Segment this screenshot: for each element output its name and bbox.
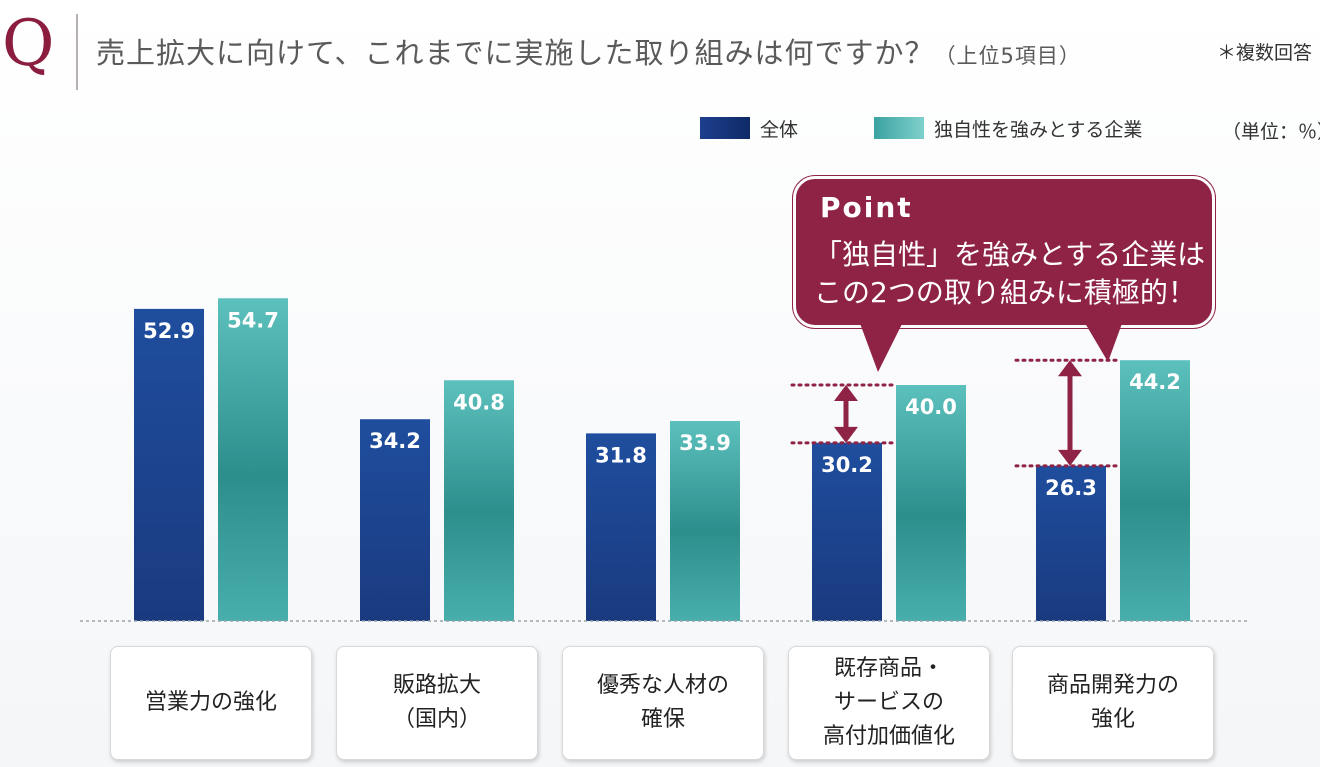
callout-title: Point	[820, 191, 913, 224]
bar-all-4	[1036, 465, 1106, 621]
value-label-unique-2: 33.9	[679, 431, 731, 455]
value-label-unique-0: 54.7	[227, 308, 279, 332]
category-box-4: 商品開発力の 強化	[1012, 646, 1214, 760]
category-label-1: 販路拡大 （国内）	[392, 673, 481, 732]
legend-item-all: 全体	[700, 115, 798, 141]
value-label-unique-1: 40.8	[453, 390, 505, 414]
category-label-2: 優秀な人材の 確保	[596, 673, 729, 732]
value-label-all-3: 30.2	[821, 453, 873, 477]
bar-unique-2	[670, 420, 740, 621]
question-subtitle: （上位5項目）	[934, 44, 1081, 68]
bar-all-2	[586, 433, 656, 621]
bar-unique-3	[896, 385, 966, 621]
diff-arrow-head-3-1	[834, 426, 858, 443]
header: Q 売上拡大に向けて、これまでに実施した取り組みは何ですか？（上位5項目） ＊複…	[0, 0, 1320, 100]
category-label-0: 営業力の強化	[144, 690, 277, 715]
value-label-unique-3: 40.0	[905, 395, 957, 419]
value-label-all-2: 31.8	[595, 443, 647, 467]
question-text: 売上拡大に向けて、これまでに実施した取り組みは何ですか？	[96, 36, 935, 70]
point-callout: Point 「独自性」を強みとする企業は この2つの取り組みに積極的！	[793, 176, 1215, 328]
callout-text-line2: この2つの取り組みに積極的！	[814, 276, 1196, 309]
category-box-3: 既存商品・ サービスの 高付加価値化	[788, 646, 990, 760]
diff-arrow-head-3-0	[834, 385, 858, 401]
divider	[76, 14, 78, 90]
legend-swatch-unique	[874, 117, 924, 139]
legend-swatch-all	[700, 117, 750, 139]
value-label-all-0: 52.9	[143, 319, 195, 343]
callout-text-line1: 「独自性」を強みとする企業は	[814, 238, 1206, 271]
bar-all-1	[360, 419, 430, 621]
bar-unique-0	[218, 298, 288, 621]
bars-layer: 52.9 54.7 34.2 40.8 31.8 33.9 30.2 40.0 26.3 44.2	[134, 298, 1190, 621]
category-label-4: 商品開発力の 強化	[1046, 673, 1179, 732]
category-label-3: 既存商品・ サービスの 高付加価値化	[822, 656, 955, 749]
q-mark: Q	[2, 7, 55, 81]
diff-arrow-head-4-1	[1058, 449, 1082, 466]
value-label-all-1: 34.2	[369, 429, 421, 453]
bar-all-3	[812, 442, 882, 621]
bar-unique-4	[1120, 360, 1190, 621]
category-box-1: 販路拡大 （国内）	[336, 646, 538, 760]
value-label-all-4: 26.3	[1045, 476, 1097, 500]
value-label-unique-4: 44.2	[1129, 370, 1181, 394]
category-box-0: 営業力の強化	[110, 646, 312, 760]
difference-markers	[790, 358, 1122, 468]
bar-all-0	[134, 308, 204, 621]
legend-item-unique: 独自性を強みとする企業	[874, 115, 1142, 141]
unit-label: （単位：％）	[1222, 121, 1320, 143]
legend-label-all: 全体	[760, 118, 799, 141]
diff-arrow-head-4-0	[1058, 360, 1082, 377]
bar-unique-1	[444, 380, 514, 621]
question-title: 売上拡大に向けて、これまでに実施した取り組みは何ですか？（上位5項目）	[96, 30, 1081, 72]
category-box-2: 優秀な人材の 確保	[562, 646, 764, 760]
legend-label-unique: 独自性を強みとする企業	[934, 118, 1143, 141]
multiple-answer-note: ＊複数回答	[1216, 42, 1312, 64]
